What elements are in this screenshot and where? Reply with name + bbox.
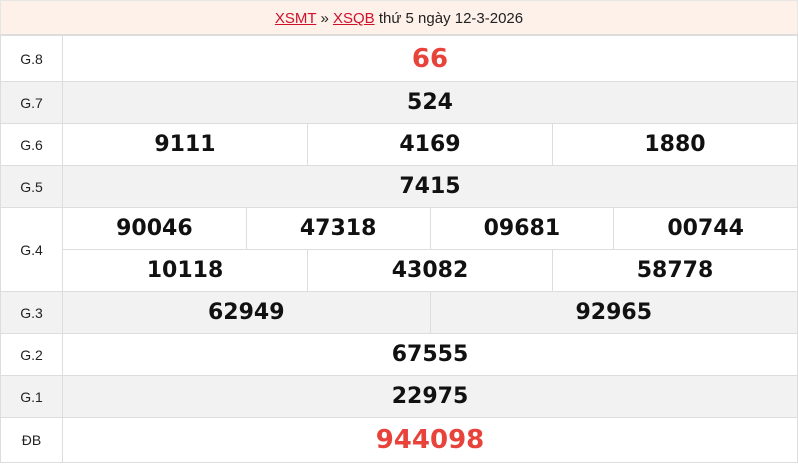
- prize-number: 62949: [207, 300, 285, 325]
- prize-number: 47318: [245, 208, 430, 249]
- prize-number: 944098: [375, 425, 485, 455]
- prize-number: 00744: [613, 208, 797, 249]
- prize-numbers: 7415: [62, 165, 798, 208]
- draw-date: thứ 5 ngày 12-3-2026: [378, 10, 524, 27]
- xsqb-link[interactable]: XSQB: [332, 10, 375, 27]
- prize-label: G.6: [0, 123, 63, 166]
- xsmt-link[interactable]: XSMT: [274, 10, 317, 27]
- prize-row-G.2: G.2 67555: [0, 333, 798, 376]
- prize-number: 524: [407, 90, 453, 115]
- prize-row-G.3: G.3 62949 92965: [0, 291, 798, 334]
- prize-row-G.1: G.1 22975: [0, 375, 798, 418]
- prize-label: G.3: [0, 291, 63, 334]
- prize-label: ĐB: [0, 417, 63, 463]
- prize-label: G.8: [0, 35, 63, 82]
- breadcrumb-separator: »: [320, 10, 329, 27]
- results-table: G.8 66 G.7 524 G.6 9111 4169 1880 G.5 7415 G.4 9004…: [0, 35, 798, 463]
- prize-row-G.4: G.4 90046 47318 09681 00744 10118 43082 58778: [0, 207, 798, 292]
- prize-number: 67555: [391, 342, 469, 367]
- prize-row-G.5: G.5 7415: [0, 165, 798, 208]
- prize-label: G.1: [0, 375, 63, 418]
- prize-row-G.8: G.8 66: [0, 35, 798, 82]
- prize-numbers: 62949 92965: [62, 291, 798, 334]
- prize-numbers: 944098: [62, 417, 798, 463]
- prize-number: 10118: [146, 258, 224, 283]
- prize-label: G.2: [0, 333, 63, 376]
- prize-number: 4169: [307, 124, 552, 165]
- prize-row-G.7: G.7 524: [0, 81, 798, 124]
- prize-number: 9111: [154, 132, 216, 157]
- prize-numbers: 90046 47318 09681 00744 10118 43082 58778: [62, 207, 798, 292]
- prize-numbers: 524: [62, 81, 798, 124]
- prize-label: G.7: [0, 81, 63, 124]
- prize-number: 1880: [552, 124, 797, 165]
- prize-row-G.6: G.6 9111 4169 1880: [0, 123, 798, 166]
- prize-number: 58778: [552, 250, 797, 291]
- prize-row-ĐB: ĐB 944098: [0, 417, 798, 463]
- prize-numbers: 9111 4169 1880: [62, 123, 798, 166]
- results-header: XSMT » XSQB thứ 5 ngày 12-3-2026: [0, 0, 798, 35]
- prize-number: 66: [411, 43, 449, 74]
- prize-numbers: 66: [62, 35, 798, 82]
- prize-number: 22975: [391, 384, 469, 409]
- prize-number: 92965: [429, 292, 798, 333]
- prize-numbers: 67555: [62, 333, 798, 376]
- prize-numbers: 22975: [62, 375, 798, 418]
- prize-label: G.4: [0, 207, 63, 292]
- prize-number: 90046: [116, 216, 193, 241]
- prize-number: 43082: [307, 250, 552, 291]
- prize-number: 09681: [429, 208, 614, 249]
- prize-number: 7415: [399, 174, 461, 199]
- prize-label: G.5: [0, 165, 63, 208]
